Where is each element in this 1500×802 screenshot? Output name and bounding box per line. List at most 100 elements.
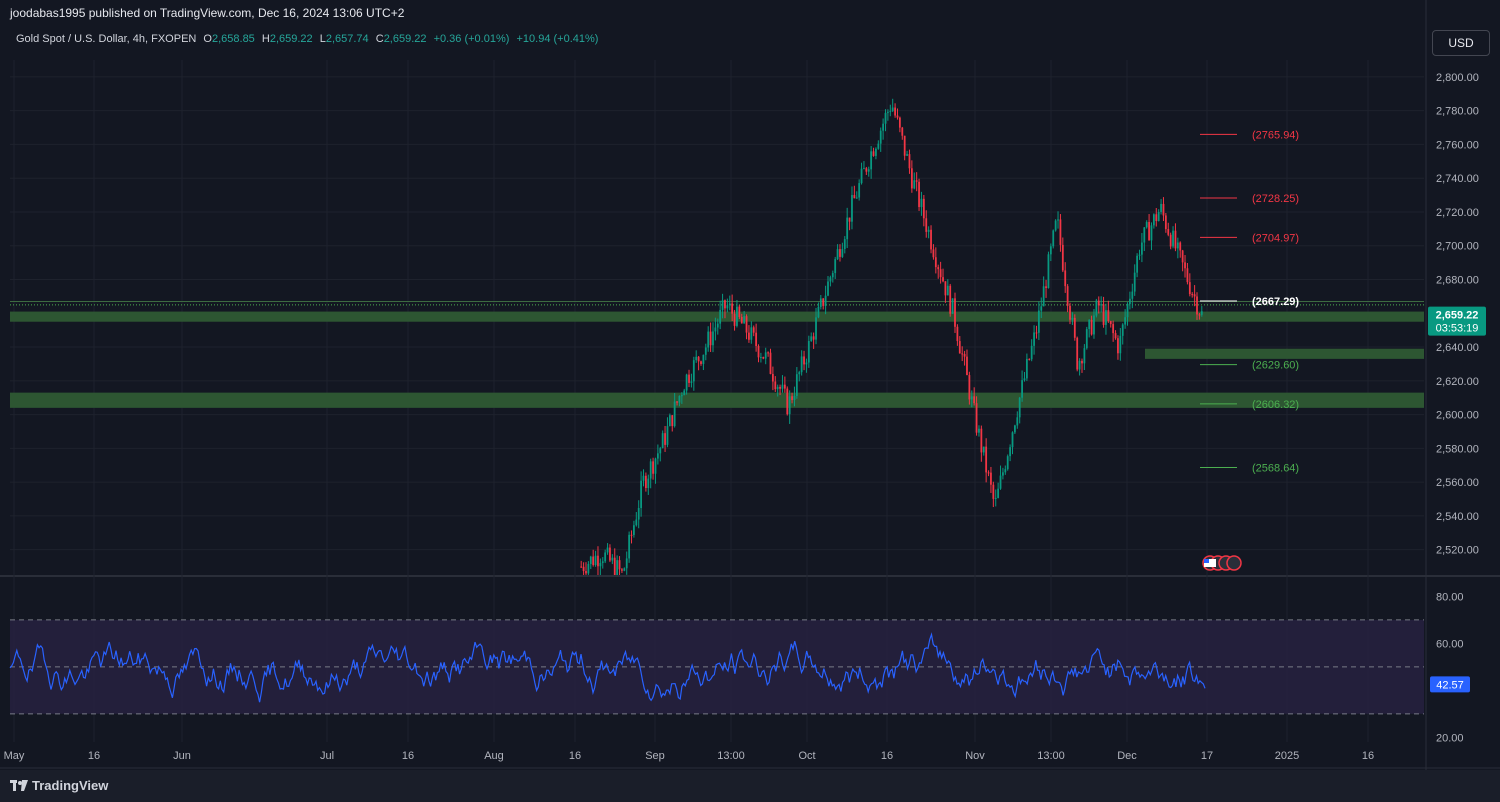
- candle-body: [812, 336, 815, 340]
- candle-body: [721, 300, 724, 310]
- price-tick-label: 2,580.00: [1436, 443, 1479, 455]
- price-tick-label: 2,620.00: [1436, 376, 1479, 388]
- candle-body: [922, 198, 925, 219]
- candle-body: [793, 395, 796, 401]
- candle-body: [580, 566, 583, 568]
- candle-body: [1045, 286, 1047, 289]
- candle-body: [1061, 244, 1064, 271]
- candle-body: [1160, 203, 1162, 213]
- time-tick-label: 2025: [1275, 750, 1299, 762]
- candle-body: [1004, 469, 1007, 473]
- candle-body: [1117, 338, 1119, 354]
- candle-body: [992, 484, 995, 499]
- candle-body: [783, 384, 786, 389]
- candle-body: [999, 475, 1002, 489]
- candle-body: [822, 298, 825, 306]
- candle-body: [865, 168, 868, 172]
- candle-body: [894, 107, 896, 116]
- candle-body: [1085, 329, 1088, 349]
- candle-body: [891, 107, 894, 111]
- candle-body: [836, 249, 839, 260]
- high-value: 2,659.22: [269, 33, 313, 45]
- candle-body: [640, 480, 643, 508]
- candle-body: [609, 547, 611, 561]
- projection-level-label: (2765.94): [1252, 129, 1299, 141]
- tradingview-icon: [10, 779, 28, 791]
- candle-body: [930, 229, 932, 250]
- candle-body: [1006, 456, 1009, 470]
- chart-canvas[interactable]: 2,800.00 2,780.00 2,760.00 2,740.00 2,720.00…: [0, 0, 1500, 770]
- candle-body: [702, 354, 705, 364]
- candle-body: [604, 552, 607, 562]
- candle-body: [1198, 314, 1201, 316]
- candle-body: [800, 356, 803, 373]
- candle-body: [1155, 214, 1158, 222]
- candle-body: [997, 488, 1000, 498]
- candle-body: [1109, 321, 1112, 325]
- candle-body: [1076, 337, 1079, 370]
- candle-body: [1033, 332, 1035, 346]
- open-value: 2,658.85: [211, 33, 255, 45]
- candle-body: [599, 563, 602, 567]
- candle-body: [733, 313, 736, 326]
- tradingview-logo[interactable]: TradingView: [10, 778, 108, 793]
- price-tick-label: 2,740.00: [1436, 173, 1479, 185]
- candle-body: [678, 395, 681, 403]
- candle-body: [1191, 294, 1194, 296]
- candle-body: [1021, 380, 1023, 398]
- candle-body: [1167, 229, 1170, 235]
- candle-body: [982, 446, 985, 453]
- candle-body: [786, 388, 789, 415]
- candle-body: [853, 195, 856, 199]
- candle-body: [1093, 315, 1095, 335]
- candle-body: [709, 331, 712, 346]
- currency-button[interactable]: USD: [1432, 30, 1490, 56]
- candle-body: [1097, 300, 1100, 306]
- candle-body: [1059, 219, 1062, 245]
- candle-body: [764, 352, 767, 359]
- price-tick-label: 2,560.00: [1436, 477, 1479, 489]
- time-tick-label: Aug: [484, 750, 504, 762]
- candle-body: [1040, 306, 1043, 311]
- candle-body: [1073, 317, 1076, 338]
- time-tick-label: 17: [1201, 750, 1213, 762]
- price-tick-label: 2,700.00: [1436, 241, 1479, 253]
- support-zone: [1145, 348, 1424, 359]
- change-value: +0.36 (+0.01%): [433, 33, 510, 45]
- projection-level-label: (2704.97): [1252, 232, 1299, 244]
- candle-body: [1002, 472, 1004, 476]
- candle-body: [1090, 319, 1093, 335]
- candle-body: [834, 259, 837, 274]
- candle-body: [594, 555, 597, 565]
- candle-body: [700, 361, 702, 364]
- candle-body: [585, 571, 587, 574]
- brand-text: TradingView: [32, 778, 109, 793]
- candle-body: [623, 568, 626, 571]
- candle-body: [664, 433, 666, 445]
- candle-body: [1157, 212, 1160, 222]
- candle-body: [719, 309, 722, 324]
- time-tick-label: Oct: [798, 750, 815, 762]
- candle-body: [697, 356, 700, 362]
- candle-body: [810, 336, 813, 342]
- candle-body: [1188, 282, 1191, 295]
- economic-event-flag-icon[interactable]: [1226, 555, 1242, 571]
- candle-body: [925, 218, 928, 232]
- candle-body: [748, 332, 750, 340]
- candle-body: [848, 217, 851, 222]
- candle-body: [1025, 358, 1028, 379]
- candle-body: [985, 446, 988, 473]
- candle-body: [843, 239, 846, 249]
- candle-body: [903, 135, 906, 156]
- candle-body: [927, 229, 930, 232]
- time-tick-label: Nov: [965, 750, 985, 762]
- candle-body: [592, 556, 595, 565]
- candle-body: [755, 332, 758, 346]
- candle-body: [1035, 332, 1038, 334]
- candle-body: [685, 374, 688, 391]
- candle-body: [760, 356, 762, 358]
- candle-body: [1143, 227, 1146, 243]
- symbol-legend[interactable]: Gold Spot / U.S. Dollar, 4h, FXOPEN O2,6…: [16, 33, 602, 45]
- candle-body: [1054, 220, 1057, 231]
- candle-body: [695, 356, 698, 361]
